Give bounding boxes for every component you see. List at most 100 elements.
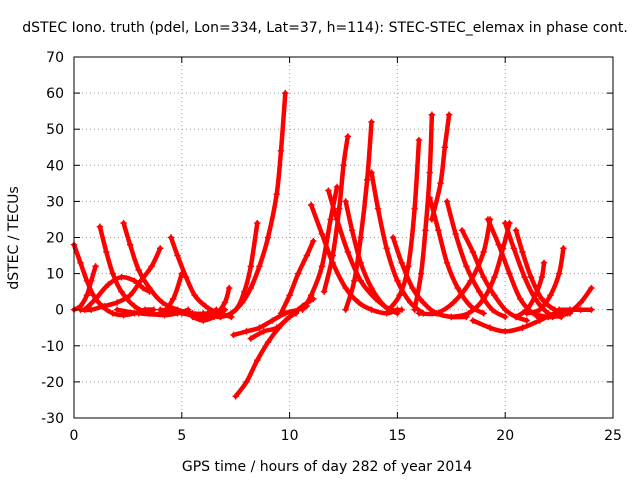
data-point xyxy=(420,299,427,306)
series-arc-an xyxy=(555,306,595,313)
data-point xyxy=(435,227,442,234)
data-point xyxy=(540,259,548,266)
data-point xyxy=(364,176,371,183)
data-point xyxy=(126,292,134,299)
data-point xyxy=(88,277,95,285)
data-point xyxy=(335,205,343,212)
data-point xyxy=(103,248,110,256)
x-tick-label: 0 xyxy=(70,428,79,444)
series-arc-f xyxy=(81,274,153,313)
data-point xyxy=(273,324,280,331)
y-tick-label: 30 xyxy=(46,194,64,210)
data-point xyxy=(502,219,509,227)
series-markers xyxy=(555,306,595,313)
data-point xyxy=(415,310,423,317)
data-point xyxy=(120,219,127,227)
data-point xyxy=(303,252,311,259)
data-point xyxy=(126,241,134,248)
series-markers xyxy=(320,133,352,295)
series-line xyxy=(190,307,228,323)
data-point xyxy=(538,274,546,281)
data-point xyxy=(139,284,147,292)
data-point xyxy=(325,187,332,194)
data-point xyxy=(394,310,401,317)
data-point xyxy=(109,270,117,277)
data-point xyxy=(566,306,574,313)
data-point xyxy=(92,295,99,303)
series-arc-l xyxy=(217,89,289,321)
data-point xyxy=(232,393,239,400)
data-point xyxy=(547,292,554,299)
data-point xyxy=(295,270,302,277)
data-point xyxy=(465,310,472,317)
data-point xyxy=(368,284,375,292)
data-point xyxy=(428,216,436,223)
data-point xyxy=(411,205,418,212)
data-point xyxy=(495,241,502,248)
data-point xyxy=(307,292,315,299)
y-tick-label: 50 xyxy=(46,122,64,138)
series-markers xyxy=(443,198,509,321)
data-point xyxy=(502,328,509,335)
y-tick-label: 0 xyxy=(55,303,64,319)
data-point xyxy=(340,162,347,169)
data-point xyxy=(480,295,487,303)
data-point xyxy=(148,263,155,270)
data-point xyxy=(448,313,455,321)
data-point xyxy=(426,169,433,176)
series-arc-k xyxy=(200,219,261,321)
data-point xyxy=(368,169,375,176)
data-point xyxy=(256,324,263,331)
data-point xyxy=(368,306,375,313)
data-point xyxy=(415,136,423,144)
data-point xyxy=(118,288,125,295)
data-point xyxy=(480,274,487,281)
y-tick-label: -30 xyxy=(41,411,64,427)
data-point xyxy=(484,216,492,223)
x-tick-label: 5 xyxy=(177,428,186,444)
series-markers xyxy=(342,198,401,317)
data-point xyxy=(329,252,336,259)
data-point xyxy=(113,306,121,313)
series-arc-ak xyxy=(512,259,548,321)
data-point xyxy=(560,245,567,252)
series-arc-z xyxy=(411,111,436,313)
data-point xyxy=(90,292,97,299)
data-point xyxy=(555,306,563,313)
data-point xyxy=(517,295,524,303)
data-point xyxy=(318,230,326,238)
series-markers xyxy=(426,194,487,317)
y-tick-label: 70 xyxy=(46,50,64,66)
data-point xyxy=(502,313,509,321)
data-point xyxy=(404,263,412,270)
data-point xyxy=(355,299,362,306)
series-markers xyxy=(81,274,153,313)
data-point xyxy=(348,227,356,234)
data-point xyxy=(200,310,207,317)
data-point xyxy=(433,310,440,317)
data-point xyxy=(512,313,520,321)
series-arc-y xyxy=(385,136,423,313)
data-point xyxy=(167,234,175,241)
series-markers xyxy=(217,89,289,321)
data-point xyxy=(454,284,461,292)
data-point xyxy=(443,259,451,266)
data-point xyxy=(92,263,99,270)
x-tick-label: 20 xyxy=(496,428,514,444)
x-tick-label: 10 xyxy=(281,428,299,444)
series-arc-am xyxy=(534,284,595,321)
data-point xyxy=(191,292,198,299)
data-point xyxy=(178,270,185,277)
data-point xyxy=(131,302,138,310)
data-point xyxy=(254,357,261,364)
data-point xyxy=(277,310,285,317)
series-markers xyxy=(342,118,375,313)
data-point xyxy=(238,299,246,306)
series-arc-t xyxy=(320,133,352,295)
series-markers xyxy=(512,259,548,321)
data-point xyxy=(368,118,375,126)
series-line xyxy=(369,170,426,316)
data-point xyxy=(226,284,233,292)
data-point xyxy=(113,299,121,306)
data-point xyxy=(157,306,164,313)
